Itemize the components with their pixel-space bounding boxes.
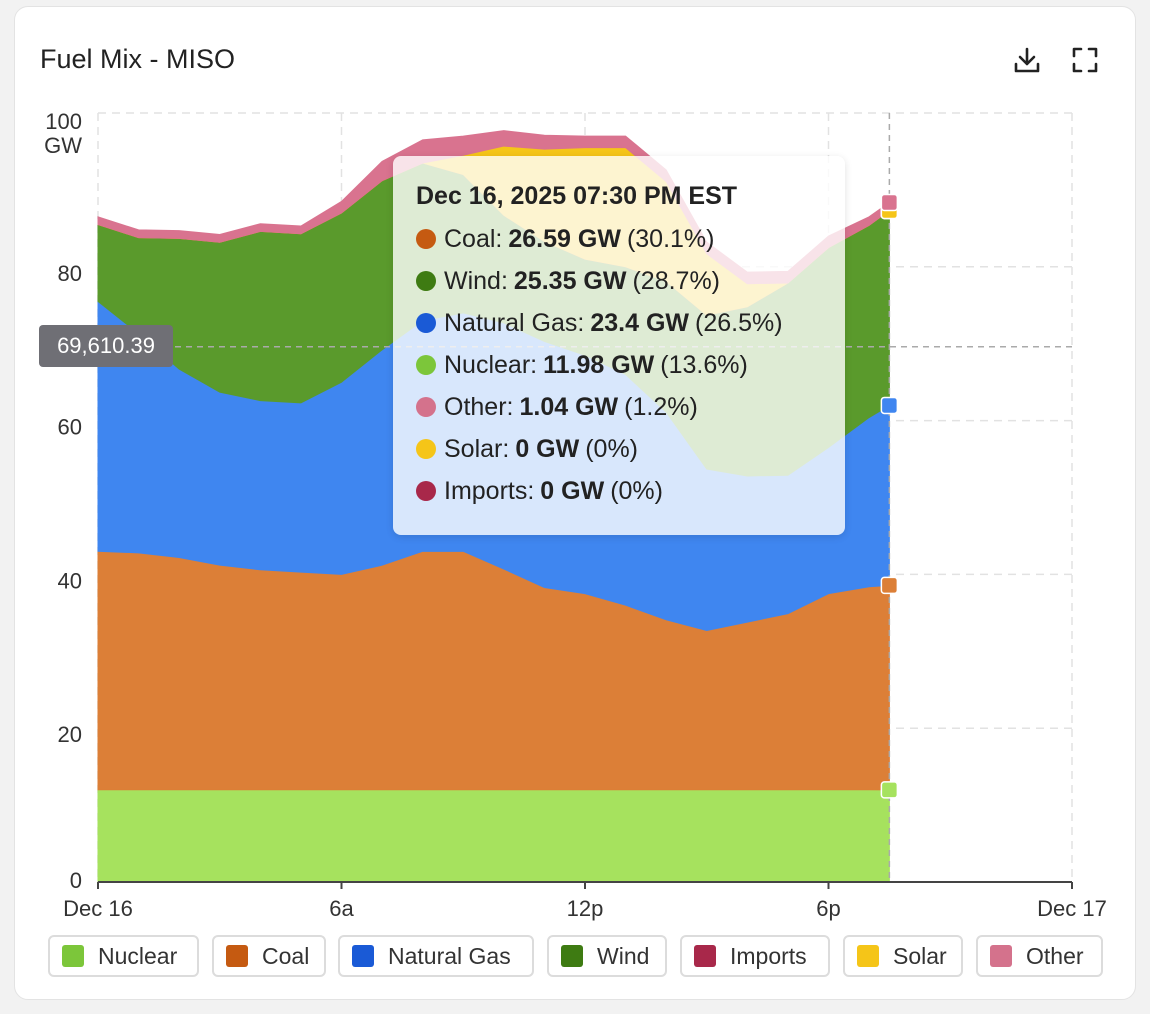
crosshair-value-label: 69,610.39 [39, 325, 173, 367]
tooltip-row-coal: Coal: 26.59 GW (30.1%) [416, 218, 845, 260]
tooltip-series-label: Wind: [444, 266, 508, 295]
chart-tooltip: Dec 16, 2025 07:30 PM EST Coal: 26.59 GW(… [393, 156, 845, 535]
tooltip-series-percent: (28.7%) [632, 266, 721, 295]
tooltip-series-label: Imports: [444, 476, 535, 505]
tooltip-series-dot [416, 481, 436, 501]
tooltip-row-nuclear: Nuclear: 11.98 GW (13.6%) [416, 344, 845, 386]
legend-item-other[interactable]: Other [976, 935, 1103, 977]
legend-swatch [694, 945, 716, 967]
legend-label: Natural Gas [388, 942, 511, 969]
fullscreen-icon [1072, 47, 1098, 73]
x-tick-label: 6a [329, 896, 354, 921]
legend-label: Imports [730, 942, 807, 969]
legend-label: Coal [262, 942, 310, 969]
tooltip-series-value: 25.35 GW [513, 266, 627, 295]
tooltip-row-wind: Wind: 25.35 GW (28.7%) [416, 260, 845, 302]
tooltip-series-label: Natural Gas: [444, 308, 585, 337]
y-tick-label: 100 [45, 109, 82, 134]
legend-swatch [62, 945, 84, 967]
tooltip-row-other: Other: 1.04 GW (1.2%) [416, 386, 845, 428]
tooltip-series-label: Coal: [444, 224, 503, 253]
y-tick-label: 80 [58, 261, 82, 286]
tooltip-series-value: 23.4 GW [590, 308, 689, 337]
tooltip-series-dot [416, 313, 436, 333]
tooltip-row-solar: Solar: 0 GW (0%) [416, 428, 845, 470]
hover-marker-coal [880, 576, 899, 595]
hover-marker-other [880, 193, 899, 212]
tooltip-series-value: 26.59 GW [508, 224, 621, 253]
y-tick-label: 20 [58, 722, 82, 747]
legend-item-natural-gas[interactable]: Natural Gas [338, 935, 534, 977]
tooltip-series-dot [416, 397, 436, 417]
tooltip-series-percent: (30.1%) [626, 224, 715, 253]
x-tick-label: Dec 16 [63, 896, 133, 921]
tooltip-series-percent: (26.5%) [695, 308, 783, 337]
tooltip-series-percent: (1.2%) [624, 392, 698, 421]
y-tick-label: 60 [58, 415, 82, 440]
fullscreen-button[interactable] [1065, 40, 1105, 80]
tooltip-row-natural-gas: Natural Gas: 23.4 GW (26.5%) [416, 302, 845, 344]
tooltip-series-label: Nuclear: [444, 350, 538, 379]
legend-swatch [857, 945, 879, 967]
tooltip-series-value: 0 GW [515, 434, 580, 463]
legend-item-solar[interactable]: Solar [843, 935, 963, 977]
tooltip-series-percent: (0%) [610, 476, 663, 505]
y-tick-label: 40 [58, 568, 82, 593]
area-nuclear [97, 789, 890, 883]
tooltip-series-dot [416, 229, 436, 249]
tooltip-series-percent: (13.6%) [660, 350, 748, 379]
legend-item-imports[interactable]: Imports [680, 935, 830, 977]
tooltip-series-dot [416, 355, 436, 375]
legend-swatch [990, 945, 1012, 967]
hover-marker-nuclear [880, 781, 899, 799]
tooltip-series-value: 11.98 GW [543, 350, 655, 379]
tooltip-series-value: 0 GW [540, 476, 605, 505]
tooltip-series-label: Solar: [444, 434, 510, 463]
tooltip-series-percent: (0%) [585, 434, 639, 463]
legend-item-coal[interactable]: Coal [212, 935, 326, 977]
legend-label: Wind [597, 942, 650, 969]
legend-label: Other [1026, 942, 1084, 969]
legend-swatch [352, 945, 374, 967]
hover-marker-natural-gas [880, 396, 899, 415]
tooltip-series-dot [416, 439, 436, 459]
y-axis-unit-label: GW [44, 133, 82, 158]
legend-item-nuclear[interactable]: Nuclear [48, 935, 199, 977]
legend-item-wind[interactable]: Wind [547, 935, 667, 977]
tooltip-series-label: Other: [444, 392, 514, 421]
legend-label: Solar [893, 942, 947, 969]
download-icon [1014, 47, 1040, 73]
tooltip-row-imports: Imports: 0 GW (0%) [416, 470, 845, 512]
y-tick-label: 0 [70, 868, 82, 893]
tooltip-title: Dec 16, 2025 07:30 PM EST [416, 182, 738, 210]
tooltip-series-value: 1.04 GW [519, 392, 619, 421]
legend-swatch [561, 945, 583, 967]
x-tick-label: 6p [816, 896, 840, 921]
legend-swatch [226, 945, 248, 967]
chart-title: Fuel Mix - MISO [40, 44, 236, 74]
tooltip-series-dot [416, 271, 436, 291]
x-tick-label: 12p [567, 896, 604, 921]
x-tick-label: Dec 17 [1037, 896, 1107, 921]
download-button[interactable] [1007, 40, 1047, 80]
legend-label: Nuclear [98, 942, 178, 969]
